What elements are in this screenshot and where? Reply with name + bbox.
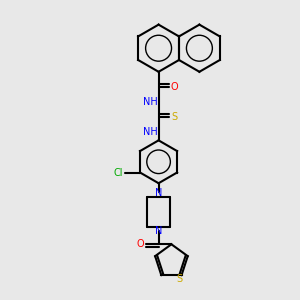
Text: O: O bbox=[171, 82, 178, 92]
Text: Cl: Cl bbox=[114, 167, 123, 178]
Text: NH: NH bbox=[142, 127, 158, 137]
Text: O: O bbox=[136, 239, 144, 249]
Text: N: N bbox=[155, 226, 162, 236]
Text: N: N bbox=[155, 188, 162, 198]
Text: NH: NH bbox=[142, 97, 158, 107]
Text: S: S bbox=[176, 274, 182, 284]
Text: S: S bbox=[172, 112, 178, 122]
